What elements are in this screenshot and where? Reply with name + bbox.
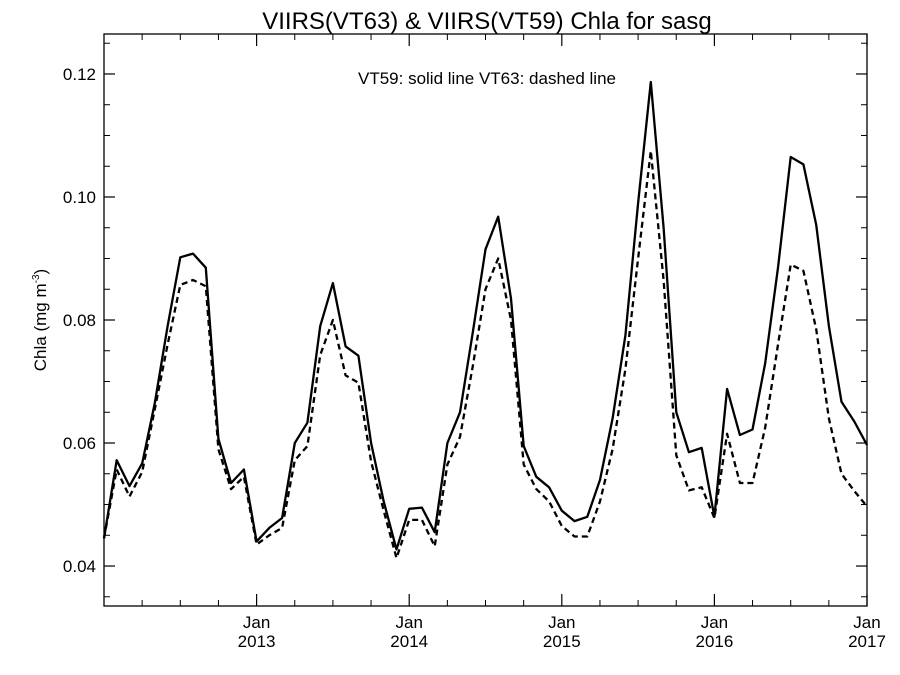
x-tick-label-month: Jan — [548, 613, 575, 632]
series-layer — [102, 80, 869, 560]
plot-frame — [103, 33, 868, 607]
y-axis-label-text: Chla (mg m — [31, 283, 50, 371]
x-tick-label-year: 2017 — [848, 632, 886, 651]
y-axis-label-close: ) — [31, 269, 50, 275]
y-tick-label: 0.12 — [63, 65, 96, 84]
y-axis-label: Chla (mg m-3) — [31, 269, 50, 371]
x-tick-label-month: Jan — [853, 613, 880, 632]
y-tick-label: 0.08 — [63, 311, 96, 330]
x-tick-label-year: 2013 — [238, 632, 276, 651]
series-line-vt59 — [102, 80, 869, 551]
y-tick-label: 0.04 — [63, 557, 96, 576]
series-annotation: VT59: solid line VT63: dashed line — [358, 69, 616, 88]
chart-title: VIIRS(VT63) & VIIRS(VT59) Chla for sasg — [262, 8, 711, 35]
y-tick-label: 0.10 — [63, 188, 96, 207]
y-tick-label: 0.06 — [63, 434, 96, 453]
x-tick-label-month: Jan — [243, 613, 270, 632]
x-tick-label-month: Jan — [701, 613, 728, 632]
y-axis-label-superscript: -3 — [31, 274, 42, 283]
x-tick-label-month: Jan — [395, 613, 422, 632]
x-tick-label-year: 2014 — [390, 632, 428, 651]
x-tick-label-year: 2015 — [543, 632, 581, 651]
x-tick-label-year: 2016 — [695, 632, 733, 651]
ticks-layer: 0.040.060.080.100.12Jan2013Jan2014Jan201… — [63, 34, 886, 651]
series-line-vt63 — [102, 149, 868, 560]
